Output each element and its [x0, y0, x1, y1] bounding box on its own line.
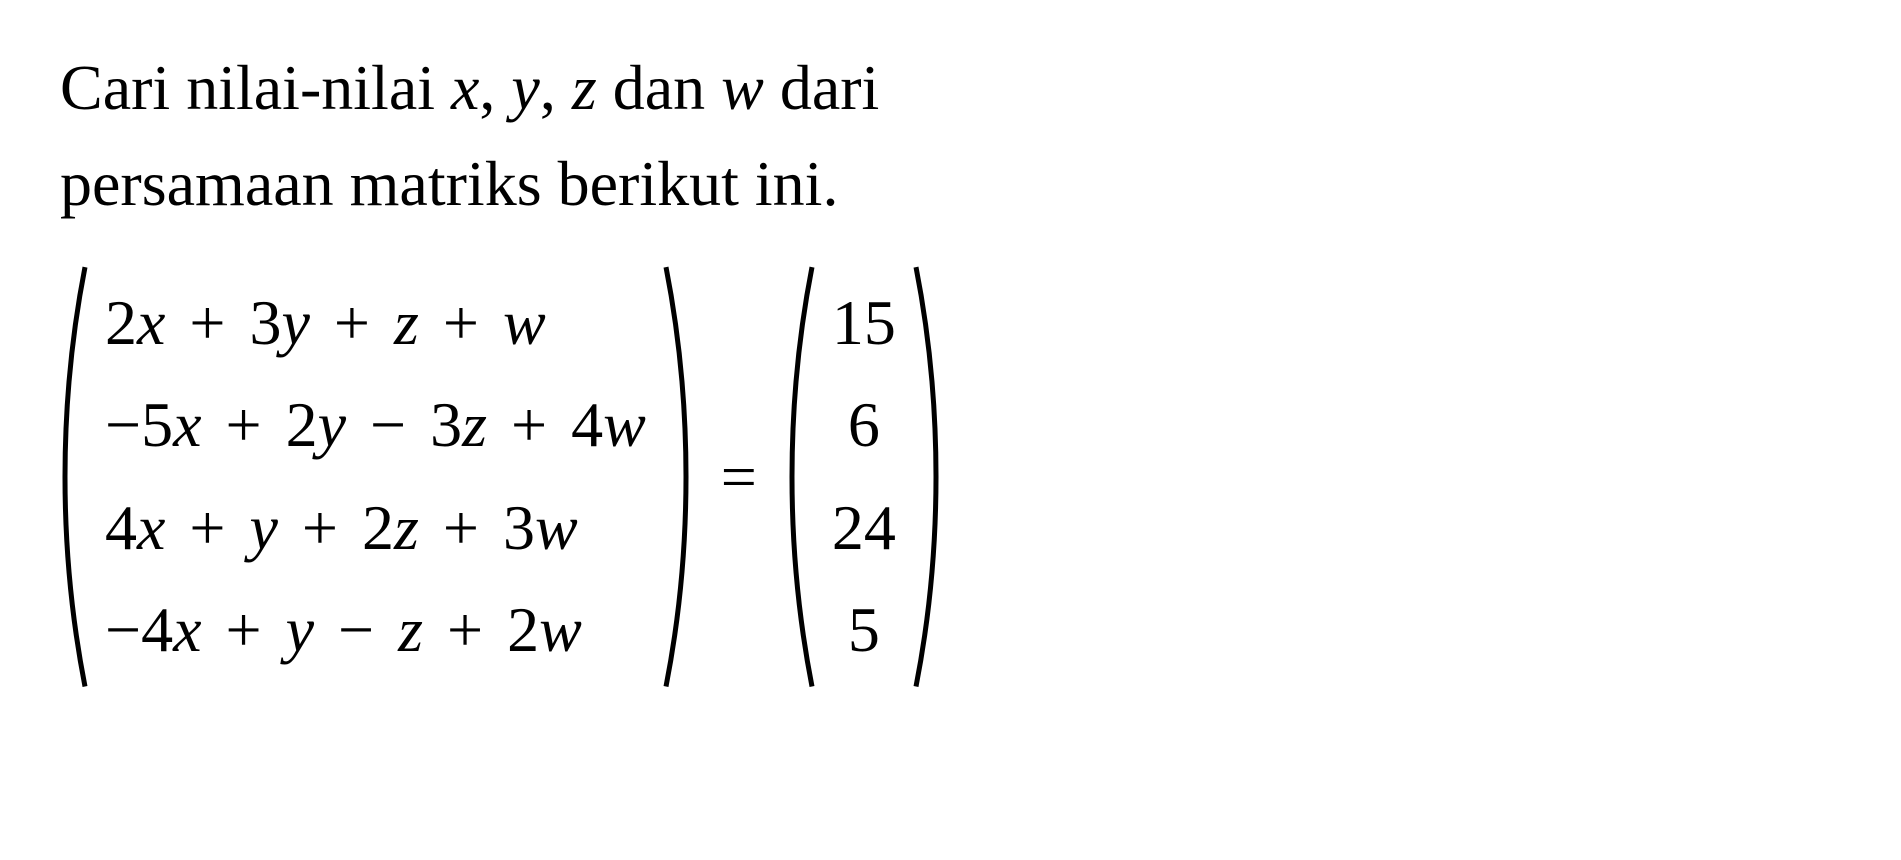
problem-line-2: persamaan matriks berikut ini. — [60, 136, 1841, 232]
variable-y: y — [511, 52, 539, 123]
coef: 4 — [105, 492, 137, 563]
op: + — [302, 492, 338, 563]
op: + — [443, 492, 479, 563]
left-matrix-content: 2x + 3y + z + w −5x + 2y − 3z + 4w 4x + … — [90, 262, 661, 692]
comma-2: , — [540, 52, 572, 123]
var: x — [173, 594, 201, 665]
result-value-2: 6 — [848, 374, 880, 476]
result-value-4: 5 — [848, 579, 880, 681]
op: + — [511, 389, 547, 460]
op: + — [189, 287, 225, 358]
left-paren-close — [661, 262, 691, 692]
coef: 2 — [286, 389, 318, 460]
and-text: dan — [597, 52, 721, 123]
op: + — [226, 594, 262, 665]
coef: −5 — [105, 389, 173, 460]
problem-statement: Cari nilai-nilai x, y, z dan w dari pers… — [60, 40, 1841, 232]
result-value-1: 15 — [832, 272, 896, 374]
right-paren-close — [911, 262, 941, 692]
right-matrix: 15 6 24 5 — [787, 262, 941, 692]
op: − — [370, 389, 406, 460]
matrix-row-3: 4x + y + 2z + 3w — [105, 477, 646, 579]
op: + — [226, 389, 262, 460]
var: y — [250, 492, 278, 563]
op: + — [443, 287, 479, 358]
op: − — [338, 594, 374, 665]
matrix-equation: 2x + 3y + z + w −5x + 2y − 3z + 4w 4x + … — [60, 262, 1841, 692]
coef: 3 — [503, 492, 535, 563]
equals-sign: = — [721, 440, 757, 514]
var: x — [173, 389, 201, 460]
coef: 3 — [250, 287, 282, 358]
op: + — [334, 287, 370, 358]
right-matrix-content: 15 6 24 5 — [817, 262, 911, 692]
var: y — [282, 287, 310, 358]
matrix-row-2: −5x + 2y − 3z + 4w — [105, 374, 646, 476]
coef: 2 — [507, 594, 539, 665]
coef: 2 — [105, 287, 137, 358]
problem-line-1: Cari nilai-nilai x, y, z dan w dari — [60, 40, 1841, 136]
variable-w: w — [721, 52, 764, 123]
var: w — [535, 492, 578, 563]
op: + — [447, 594, 483, 665]
coef: 4 — [571, 389, 603, 460]
text-part-2: dari — [764, 52, 880, 123]
matrix-row-4: −4x + y − z + 2w — [105, 579, 646, 681]
var: z — [398, 594, 423, 665]
var: w — [603, 389, 646, 460]
coef: 2 — [362, 492, 394, 563]
var: w — [503, 287, 546, 358]
matrix-row-1: 2x + 3y + z + w — [105, 272, 646, 374]
var: y — [318, 389, 346, 460]
var: y — [286, 594, 314, 665]
var: z — [394, 492, 419, 563]
var: x — [137, 287, 165, 358]
op: + — [189, 492, 225, 563]
var: x — [137, 492, 165, 563]
left-matrix: 2x + 3y + z + w −5x + 2y − 3z + 4w 4x + … — [60, 262, 691, 692]
coef: −4 — [105, 594, 173, 665]
left-paren-open — [60, 262, 90, 692]
text-part-1: Cari nilai-nilai — [60, 52, 451, 123]
result-value-3: 24 — [832, 477, 896, 579]
var: z — [462, 389, 487, 460]
var: z — [394, 287, 419, 358]
variable-x: x — [451, 52, 479, 123]
variable-z: z — [572, 52, 597, 123]
coef: 3 — [430, 389, 462, 460]
var: w — [539, 594, 582, 665]
comma-1: , — [479, 52, 511, 123]
right-paren-open — [787, 262, 817, 692]
